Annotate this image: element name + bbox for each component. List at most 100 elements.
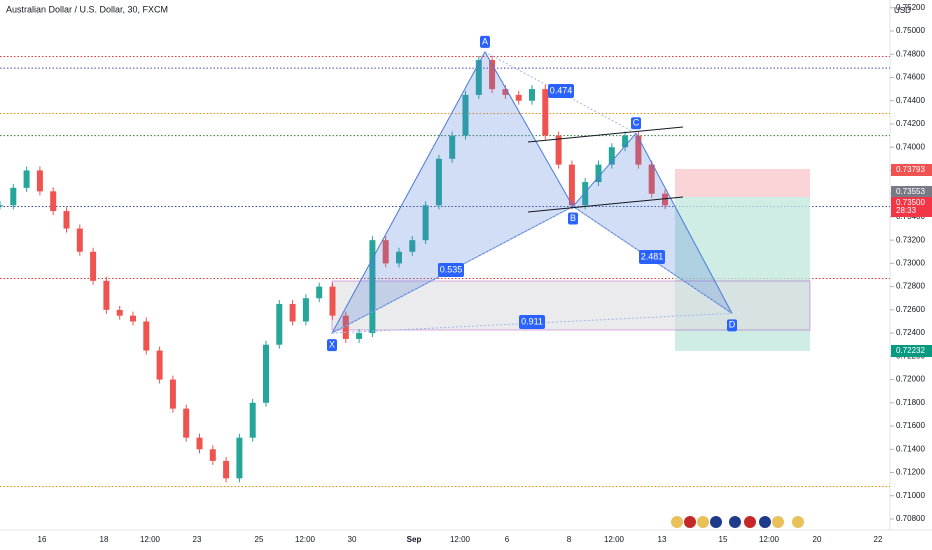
y-tick-label: 0.71200 — [896, 468, 925, 477]
x-tick-label: 12:00 — [450, 535, 471, 544]
candle — [169, 379, 176, 409]
candle — [36, 170, 43, 192]
ratio-label: 0.535 — [440, 264, 463, 274]
chart-title: Australian Dollar / U.S. Dollar, 30, FXC… — [6, 4, 168, 14]
candle — [23, 170, 30, 188]
candle — [409, 240, 416, 252]
candle — [50, 191, 57, 212]
point-marker — [327, 339, 337, 352]
candle — [555, 135, 562, 165]
point-label: B — [570, 213, 576, 223]
price-tag — [891, 164, 932, 176]
y-tick-label: 0.71600 — [896, 421, 925, 430]
candle — [183, 408, 190, 438]
y-tick-label: 0.74800 — [896, 49, 925, 58]
price-tag-label: 0.72232 — [896, 346, 925, 355]
currency: USD — [894, 6, 911, 15]
candle — [130, 315, 136, 322]
candle — [502, 89, 509, 95]
point-marker — [568, 212, 578, 225]
x-tick-label: 15 — [719, 535, 728, 544]
price-tag-label: 0.73793 — [896, 165, 925, 174]
candle — [369, 240, 376, 334]
candle — [449, 135, 456, 159]
price-tag — [891, 186, 932, 198]
y-tick-label: 0.70800 — [896, 514, 925, 523]
candle — [595, 164, 602, 183]
y-tick-label: 0.73200 — [896, 235, 925, 244]
y-tick-label: 0.71000 — [896, 491, 925, 500]
ratio-label: 2.481 — [641, 251, 664, 261]
candle — [382, 240, 389, 264]
x-tick-label: 20 — [813, 535, 822, 544]
candle — [143, 321, 150, 351]
x-tick-label: Sep — [407, 535, 422, 544]
point-label: X — [329, 339, 335, 349]
candle — [582, 182, 589, 206]
x-tick-label: 8 — [567, 535, 572, 544]
ratio-box — [519, 315, 545, 329]
candle — [0, 205, 3, 207]
candle — [263, 344, 269, 403]
candle — [316, 286, 323, 299]
ratio-label: 0.474 — [550, 85, 573, 95]
candle — [462, 94, 469, 136]
candle — [103, 280, 110, 310]
candle — [302, 298, 309, 322]
y-tick-label: 0.74400 — [896, 96, 925, 105]
y-tick-label: 0.74200 — [896, 119, 925, 128]
candle — [76, 228, 83, 252]
x-tick-label: 30 — [348, 535, 357, 544]
stop-zone — [675, 169, 810, 197]
trend-line — [527, 126, 684, 143]
x-tick-label: 6 — [505, 535, 510, 544]
countdown: 28:33 — [896, 206, 917, 215]
x-tick-label: 18 — [100, 535, 109, 544]
candle — [209, 449, 216, 461]
candle — [435, 158, 442, 206]
candle — [63, 211, 70, 229]
candle — [529, 89, 535, 101]
point-label: D — [729, 320, 736, 330]
x-tick-label: 25 — [255, 535, 264, 544]
y-tick-label: 0.75000 — [896, 26, 925, 35]
ratio-box — [548, 84, 574, 98]
y-tick-label: 0.72000 — [896, 375, 925, 384]
candle — [10, 187, 17, 206]
y-tick-label: 0.73000 — [896, 258, 925, 267]
candle — [542, 89, 549, 136]
point-label: C — [633, 118, 640, 128]
candle — [342, 315, 349, 339]
y-tick-label: 0.74600 — [896, 73, 925, 82]
candle — [356, 333, 363, 339]
y-tick-label: 0.72400 — [896, 328, 925, 337]
candle — [289, 304, 296, 322]
y-tick-label: 0.72600 — [896, 305, 925, 314]
candle — [489, 60, 496, 90]
candle — [276, 304, 283, 345]
point-marker — [631, 117, 641, 130]
candle — [635, 135, 642, 165]
candle — [422, 205, 429, 241]
x-tick-label: 12:00 — [140, 535, 161, 544]
x-tick-label: 22 — [874, 535, 883, 544]
range-box — [331, 280, 811, 331]
candle — [515, 94, 522, 101]
candle — [156, 350, 163, 380]
candle — [236, 437, 243, 479]
y-tick-label: 0.71800 — [896, 398, 925, 407]
y-tick-label: 0.75200 — [896, 3, 925, 12]
x-tick-label: 12:00 — [759, 535, 780, 544]
news-icons — [671, 516, 804, 528]
candle — [648, 164, 655, 194]
point-marker — [480, 35, 490, 48]
y-tick-label: 0.71400 — [896, 444, 925, 453]
price-tag — [891, 197, 932, 217]
candle — [223, 460, 230, 479]
candle — [249, 402, 256, 438]
y-tick-label: 0.74000 — [896, 142, 925, 151]
candle — [196, 437, 203, 450]
x-tick-label: 13 — [658, 535, 667, 544]
candle — [90, 251, 97, 281]
